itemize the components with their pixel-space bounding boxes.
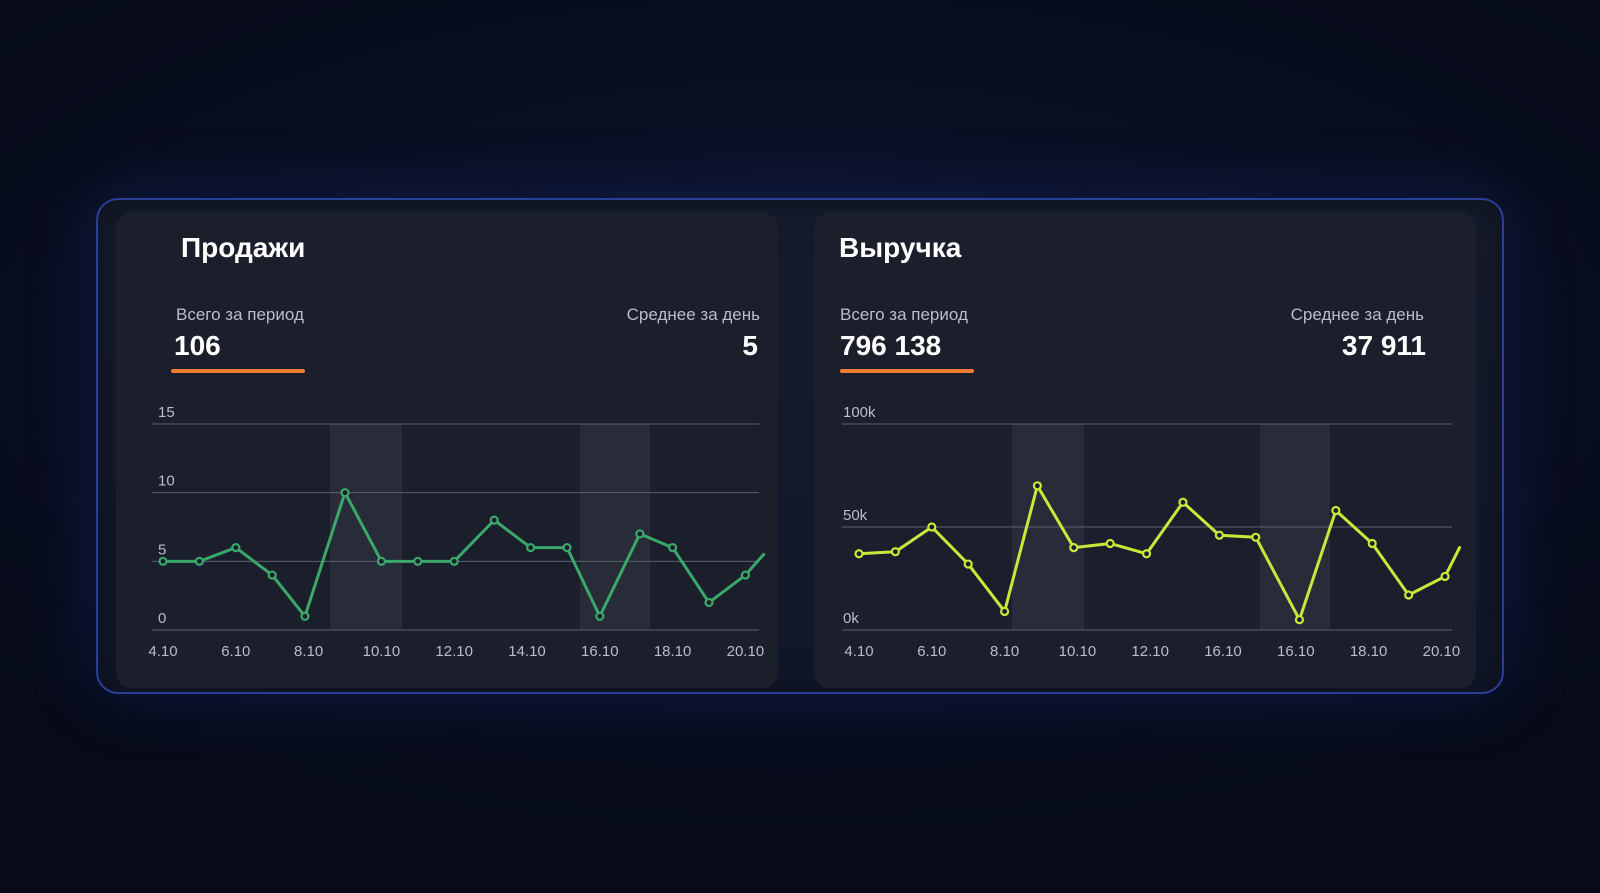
sales-x-tick-label: 16.10 xyxy=(581,643,619,660)
revenue-x-tick-label: 12.10 xyxy=(1131,643,1169,660)
sales-data-point xyxy=(413,556,423,566)
revenue-x-tick-label: 10.10 xyxy=(1059,643,1097,660)
revenue-data-point xyxy=(1251,532,1261,542)
sales-x-tick-label: 20.10 xyxy=(727,643,765,660)
revenue-card xyxy=(814,212,1476,688)
revenue-data-point xyxy=(1178,497,1188,507)
sales-data-point xyxy=(489,515,499,525)
revenue-x-tick-label: 4.10 xyxy=(844,643,873,660)
sales-highlight-band xyxy=(580,424,650,630)
revenue-data-point xyxy=(1214,530,1224,540)
sales-data-point xyxy=(667,542,678,553)
sales-x-tick-label: 8.10 xyxy=(294,643,323,660)
sales-y-tick-label: 10 xyxy=(158,473,175,490)
revenue-data-point xyxy=(1032,481,1042,491)
sales-avg-label: Среднее за день xyxy=(626,305,760,324)
revenue-series-line xyxy=(857,484,1462,622)
revenue-data-point xyxy=(1404,590,1414,600)
revenue-data-point xyxy=(1069,542,1079,553)
sales-total-underline xyxy=(171,369,305,373)
sales-data-point xyxy=(635,529,645,539)
sales-title: Продажи xyxy=(181,232,306,263)
sales-data-point xyxy=(194,556,204,566)
revenue-data-point xyxy=(890,547,901,557)
sales-line-chart: 0 5 10 15 4.10 6.10 8.10 10.10 12.10 14.10 16.10 18… xyxy=(148,404,766,660)
revenue-data-point xyxy=(1294,615,1305,625)
sales-x-tick-label: 12.10 xyxy=(435,643,473,660)
sales-data-point xyxy=(595,611,605,621)
sales-y-tick-label: 0 xyxy=(158,610,166,627)
revenue-data-point xyxy=(1440,571,1450,582)
revenue-data-point xyxy=(1367,538,1377,549)
sales-data-point xyxy=(740,570,751,580)
sales-x-tick-label: 18.10 xyxy=(654,643,692,660)
sales-x-tick-label: 14.10 xyxy=(508,643,546,660)
revenue-y-tick-label: 50k xyxy=(843,507,868,524)
revenue-y-tick-label: 100k xyxy=(843,404,876,421)
sales-data-point xyxy=(267,570,277,580)
sales-total-value: 106 xyxy=(174,330,221,361)
sales-data-point xyxy=(300,611,310,621)
revenue-x-tick-label: 16.10 xyxy=(1204,643,1242,660)
sales-data-point xyxy=(376,556,386,566)
sales-total-label: Всего за период xyxy=(176,305,304,324)
revenue-x-tick-label: 18.10 xyxy=(1350,643,1388,660)
revenue-total-value: 796 138 xyxy=(840,330,942,361)
revenue-title: Выручка xyxy=(839,232,962,263)
revenue-avg-label: Среднее за день xyxy=(1290,305,1424,324)
sales-data-point xyxy=(704,597,714,608)
sales-x-tick-label: 10.10 xyxy=(363,643,401,660)
revenue-data-point xyxy=(1331,505,1341,516)
sales-y-tick-label: 5 xyxy=(158,541,166,558)
revenue-data-point xyxy=(999,606,1010,617)
sales-data-point xyxy=(449,556,459,566)
revenue-data-point xyxy=(1105,538,1115,549)
sales-avg-value: 5 xyxy=(742,330,758,361)
sales-data-point xyxy=(340,488,350,498)
sales-data-point xyxy=(562,542,572,553)
sales-card xyxy=(116,212,778,688)
sales-x-tick-label: 4.10 xyxy=(148,643,177,660)
sales-series-line xyxy=(161,491,766,618)
revenue-x-tick-label: 16.10 xyxy=(1277,643,1315,660)
revenue-x-tick-label: 6.10 xyxy=(917,643,946,660)
revenue-data-point xyxy=(1141,549,1152,559)
sales-y-tick-label: 15 xyxy=(158,404,175,421)
revenue-x-tick-label: 8.10 xyxy=(990,643,1019,660)
sales-highlight-band xyxy=(330,424,402,630)
revenue-x-tick-label: 20.10 xyxy=(1423,643,1461,660)
sales-x-tick-label: 6.10 xyxy=(221,643,250,660)
revenue-total-label: Всего за период xyxy=(840,305,968,324)
sales-data-point xyxy=(158,556,168,566)
sales-data-point xyxy=(526,542,536,553)
revenue-line-chart: 0k 50k 100k 4.10 6.10 8.10 10.10 12.10 16.10 16.1… xyxy=(842,404,1462,660)
revenue-total-underline xyxy=(840,369,974,373)
revenue-y-tick-label: 0k xyxy=(843,610,859,627)
revenue-data-point xyxy=(854,549,864,559)
revenue-data-point xyxy=(927,522,937,532)
sales-data-point xyxy=(231,542,241,553)
revenue-data-point xyxy=(963,559,973,569)
revenue-avg-value: 37 911 xyxy=(1341,330,1426,361)
